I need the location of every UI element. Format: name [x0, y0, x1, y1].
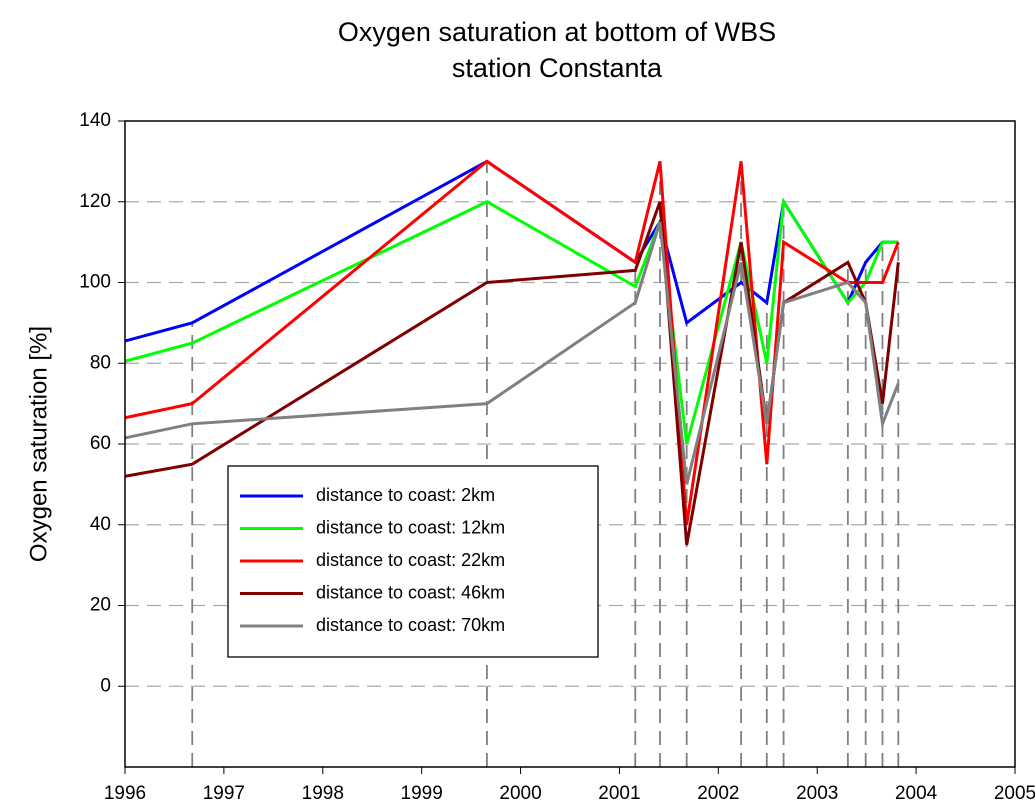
legend-label: distance to coast: 22km	[316, 550, 505, 570]
y-tick-label: 40	[90, 514, 111, 535]
legend-label: distance to coast: 2km	[316, 485, 495, 505]
x-tick-label: 1997	[203, 783, 245, 804]
x-tick-label: 1998	[302, 783, 344, 804]
x-tick-label: 2004	[895, 783, 938, 804]
plot-frame	[124, 120, 1016, 768]
x-tick-label: 2001	[598, 783, 640, 804]
y-tick-label: 140	[79, 110, 111, 131]
x-tick-label: 2003	[796, 783, 838, 804]
x-tick-label: 2000	[499, 783, 541, 804]
legend-label: distance to coast: 12km	[316, 517, 505, 537]
x-tick-label: 2002	[697, 783, 739, 804]
chart-title: Oxygen saturation at bottom of WBS	[338, 17, 776, 47]
legend-label: distance to coast: 46km	[316, 582, 505, 602]
chart-title: station Constanta	[452, 53, 663, 83]
series-line	[124, 197, 899, 445]
y-tick-label: 20	[90, 595, 111, 616]
y-tick-label: 100	[79, 272, 111, 293]
series-line	[124, 221, 900, 485]
legend-label: distance to coast: 70km	[316, 615, 505, 635]
x-tick-label: 2005	[994, 783, 1035, 804]
x-tick-label: 1999	[401, 783, 443, 804]
y-axis-label: Oxygen saturation [%]	[25, 326, 52, 562]
y-tick-label: 0	[100, 675, 111, 696]
series-line	[124, 159, 900, 525]
y-tick-label: 80	[90, 352, 111, 373]
x-tick-label: 1996	[104, 783, 146, 804]
y-tick-label: 60	[90, 433, 111, 454]
y-tick-label: 120	[79, 191, 111, 212]
